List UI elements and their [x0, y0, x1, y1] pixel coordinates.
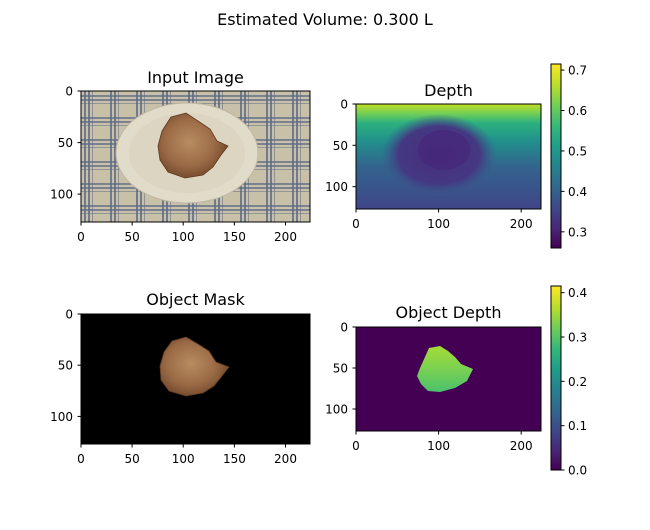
colorbar-tick-label: 0.6 [568, 104, 587, 118]
x-tick-label: 100 [172, 230, 195, 244]
y-tick-label: 0 [65, 308, 73, 322]
x-tick-label: 100 [427, 217, 450, 231]
x-tick-label: 200 [274, 230, 297, 244]
colorbar-tick-label: 0.1 [568, 419, 587, 433]
colorbar-tick-label: 0.3 [568, 330, 587, 344]
y-tick-label: 50 [333, 139, 348, 153]
panel-title: Depth [424, 81, 473, 100]
y-tick-label: 100 [50, 188, 73, 202]
panel-title: Object Depth [396, 303, 502, 322]
colorbar-tick-label: 0.2 [568, 375, 587, 389]
y-tick-label: 0 [340, 321, 348, 335]
x-tick-label: 50 [124, 452, 139, 466]
input-image [81, 91, 310, 222]
depth-colorbar: 0.3 0.4 0.5 0.6 0.7 [550, 63, 587, 249]
y-tick-label: 50 [58, 359, 73, 373]
x-tick-label: 100 [427, 439, 450, 453]
y-axis: 0 50 100 [50, 85, 81, 202]
panel-depth: Depth 0 100 200 0 50 100 0.3 0.4 0.5 0.6 0.7 [325, 63, 587, 249]
colorbar-tick-label: 0.0 [568, 464, 587, 478]
axes-frame [80, 90, 311, 223]
x-axis: 0 100 200 [352, 431, 533, 453]
y-tick-label: 0 [340, 98, 348, 112]
axes-frame [355, 326, 542, 432]
x-axis: 0 50 100 150 200 [77, 222, 297, 244]
x-tick-label: 0 [352, 439, 360, 453]
panel-input-image: Input Image 0 50 100 150 200 0 50 100 [50, 68, 311, 244]
food-item [157, 112, 229, 179]
colorbar-tick-label: 0.5 [568, 144, 587, 158]
y-tick-label: 0 [65, 85, 73, 99]
object-depth-heatmap [356, 327, 541, 431]
y-axis: 0 50 100 [325, 98, 356, 194]
x-axis: 0 50 100 150 200 [77, 444, 297, 466]
y-tick-label: 100 [50, 410, 73, 424]
panel-object-depth: Object Depth 0 100 200 0 50 100 0.00.10.… [325, 285, 587, 478]
x-tick-label: 0 [77, 230, 85, 244]
colorbar-gradient [550, 285, 562, 471]
colorbar-tick-label: 0.4 [568, 286, 587, 300]
object-depth-region [417, 346, 473, 392]
x-tick-label: 200 [510, 217, 533, 231]
x-tick-label: 200 [274, 452, 297, 466]
y-tick-label: 100 [325, 180, 348, 194]
depth-heatmap [356, 104, 541, 209]
colorbar-tick-label: 0.4 [568, 185, 587, 199]
colorbar-tick-label: 0.7 [568, 64, 587, 78]
y-tick-label: 50 [333, 362, 348, 376]
axes-frame [355, 103, 542, 210]
object-mask-image [81, 314, 310, 444]
y-axis: 0 50 100 [50, 308, 81, 424]
masked-food [159, 336, 230, 397]
x-tick-label: 0 [77, 452, 85, 466]
y-tick-label: 100 [325, 403, 348, 417]
x-tick-label: 150 [223, 452, 246, 466]
y-axis: 0 50 100 [325, 321, 356, 417]
colorbar-tick-label: 0.3 [568, 225, 587, 239]
figure-title: Estimated Volume: 0.300 L [217, 10, 433, 29]
object-depth-colorbar: 0.0 0.1 0.2 0.3 0.4 [550, 285, 587, 478]
y-tick-label: 50 [58, 136, 73, 150]
x-axis: 0 100 200 [352, 209, 533, 231]
x-tick-label: 150 [223, 230, 246, 244]
axes-frame [80, 313, 311, 445]
colorbar-gradient [550, 63, 562, 249]
panel-object-mask: Object Mask 0 50 100 150 200 0 50 100 [50, 290, 311, 466]
depth-food-region [418, 130, 470, 170]
x-tick-label: 100 [172, 452, 195, 466]
panel-title: Object Mask [146, 290, 245, 309]
x-tick-label: 50 [124, 230, 139, 244]
x-tick-label: 200 [510, 439, 533, 453]
x-tick-label: 0 [352, 217, 360, 231]
panel-title: Input Image [147, 68, 244, 87]
